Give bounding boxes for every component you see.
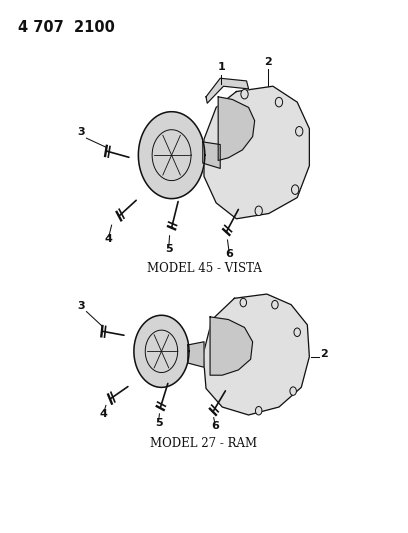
Polygon shape — [210, 317, 253, 375]
Circle shape — [241, 90, 248, 99]
Circle shape — [292, 185, 299, 195]
Text: 2: 2 — [319, 349, 327, 359]
Text: 6: 6 — [225, 249, 233, 259]
Text: 4: 4 — [100, 409, 108, 418]
Text: 4: 4 — [105, 233, 113, 244]
Circle shape — [295, 126, 303, 136]
Text: MODEL 27 - RAM: MODEL 27 - RAM — [151, 437, 257, 450]
Polygon shape — [134, 316, 189, 387]
Circle shape — [255, 407, 262, 415]
Circle shape — [272, 301, 278, 309]
Polygon shape — [188, 342, 204, 367]
Polygon shape — [204, 86, 309, 219]
Polygon shape — [203, 142, 220, 168]
Circle shape — [294, 328, 300, 336]
Text: 4 707  2100: 4 707 2100 — [18, 20, 115, 35]
Text: 2: 2 — [264, 57, 271, 67]
Text: 6: 6 — [211, 421, 219, 431]
Circle shape — [240, 298, 246, 307]
Polygon shape — [138, 112, 205, 199]
Polygon shape — [203, 294, 309, 415]
Text: 5: 5 — [155, 417, 162, 427]
Polygon shape — [206, 78, 248, 103]
Polygon shape — [218, 97, 255, 160]
Circle shape — [255, 206, 262, 216]
Text: 1: 1 — [217, 62, 225, 72]
Text: MODEL 45 - VISTA: MODEL 45 - VISTA — [146, 262, 262, 275]
Circle shape — [275, 98, 283, 107]
Text: 3: 3 — [78, 127, 85, 137]
Text: 3: 3 — [78, 301, 85, 311]
Circle shape — [290, 387, 296, 395]
Text: 5: 5 — [165, 244, 173, 254]
